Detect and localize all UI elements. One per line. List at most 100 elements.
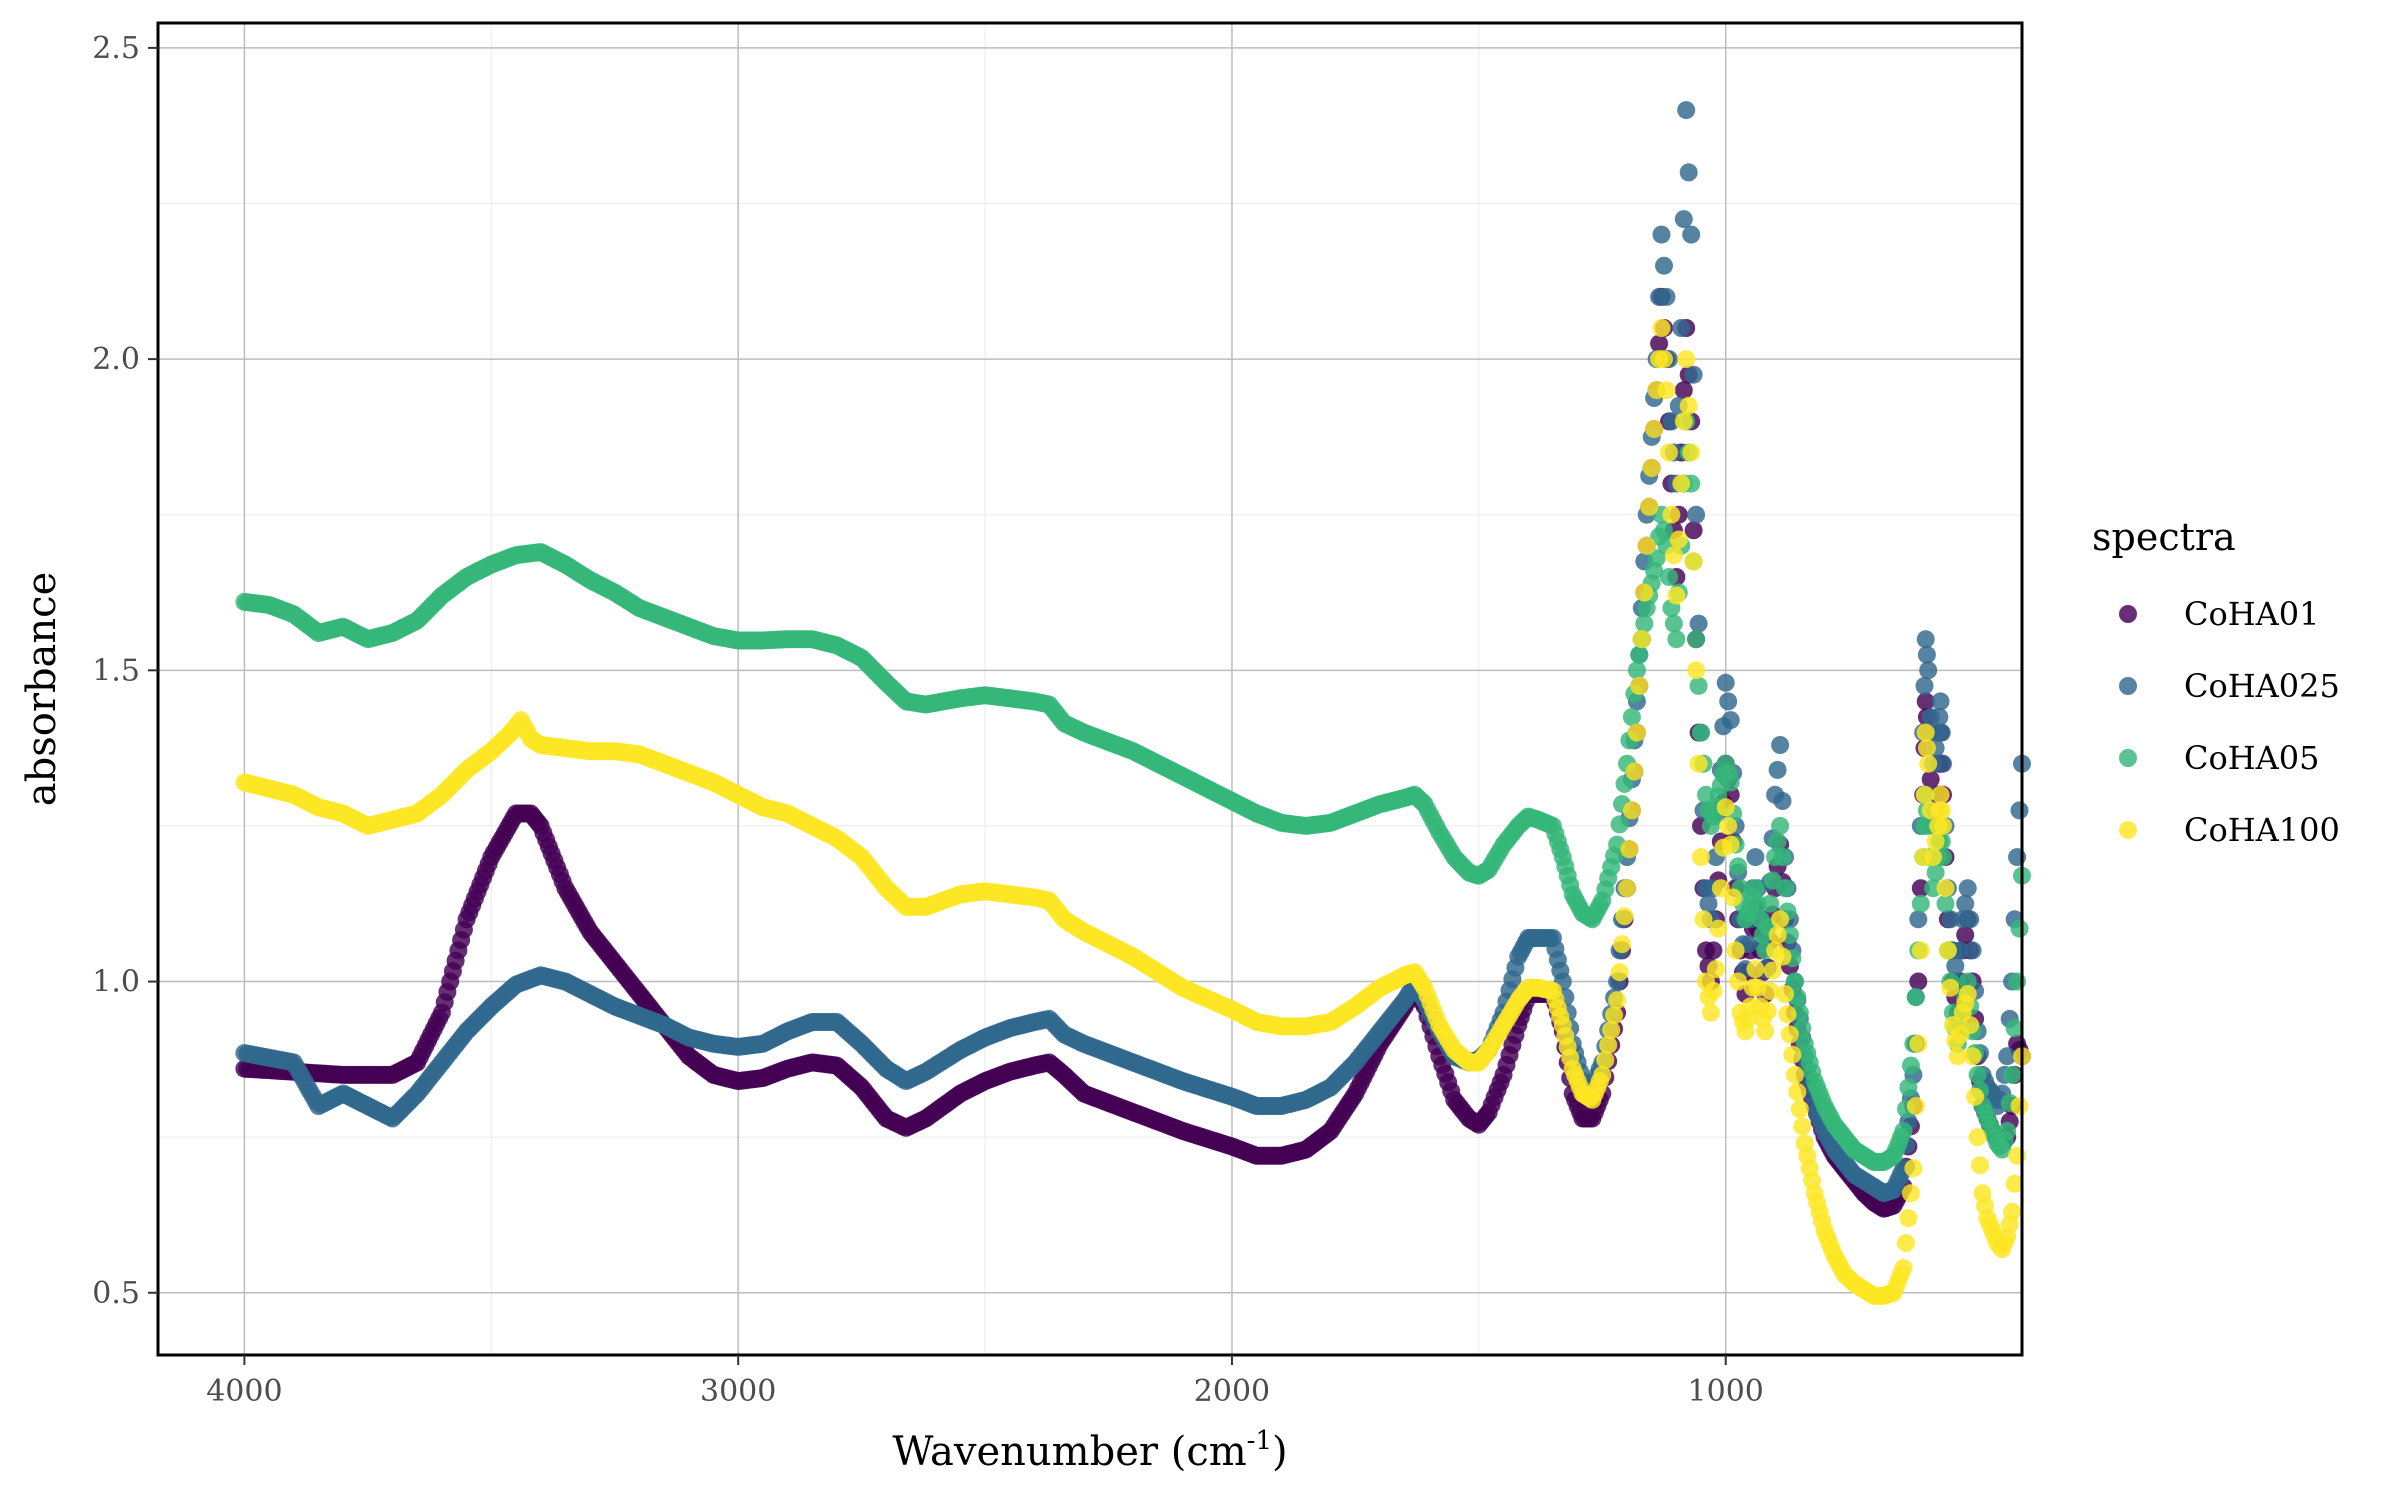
y-tick-label: 0.5 xyxy=(92,1276,140,1311)
data-point xyxy=(1660,443,1678,462)
data-point xyxy=(1776,985,1794,1003)
legend-item-CoHA05: CoHA05 xyxy=(2119,739,2319,777)
data-point xyxy=(1963,1047,1982,1066)
data-point xyxy=(1958,972,1977,991)
legend-key xyxy=(2119,821,2137,839)
data-point xyxy=(1936,879,1955,898)
y-axis-ticks: 0.5 1.0 1.5 2.0 2.5 xyxy=(92,31,158,1311)
data-point xyxy=(1674,412,1693,431)
data-point xyxy=(1909,1034,1928,1053)
data-point xyxy=(1610,963,1629,982)
data-point xyxy=(1677,350,1696,369)
data-point xyxy=(1901,1184,1920,1203)
data-point xyxy=(1938,941,1957,960)
data-point xyxy=(1785,1065,1804,1084)
legend-label: CoHA100 xyxy=(2184,811,2340,849)
data-point xyxy=(1721,711,1740,730)
data-point xyxy=(1931,785,1950,804)
data-point xyxy=(1721,773,1740,792)
data-point xyxy=(1602,1021,1621,1040)
data-point xyxy=(1941,910,1960,929)
data-point xyxy=(1674,210,1693,229)
data-point xyxy=(1899,1078,1918,1097)
data-point xyxy=(1687,661,1706,680)
legend-items: CoHA01 CoHA025 CoHA05 CoHA100 xyxy=(2119,595,2340,849)
data-point xyxy=(1664,546,1683,565)
legend-title: spectra xyxy=(2092,515,2236,559)
data-point xyxy=(1934,754,1952,773)
data-point xyxy=(1748,894,1767,913)
data-point xyxy=(1916,692,1935,711)
data-point xyxy=(1780,925,1799,944)
data-point xyxy=(1711,879,1730,898)
data-point xyxy=(1709,919,1728,938)
data-point xyxy=(2010,919,2029,938)
data-point xyxy=(1958,985,1977,1003)
data-point xyxy=(2005,1019,2024,1038)
data-point xyxy=(1615,907,1634,926)
data-point xyxy=(1917,739,1936,758)
data-point xyxy=(1776,879,1794,898)
data-point xyxy=(1682,225,1701,244)
data-point xyxy=(1761,894,1780,913)
data-point xyxy=(1667,586,1686,605)
data-point xyxy=(1768,760,1787,779)
y-tick-label: 2.5 xyxy=(92,31,140,66)
x-axis-title-text: Wavenumber xyxy=(892,1429,1158,1475)
data-point xyxy=(1692,723,1710,742)
data-point xyxy=(1773,947,1792,966)
legend-key xyxy=(2119,605,2137,623)
data-point xyxy=(1677,101,1696,120)
data-point xyxy=(1915,676,1934,695)
data-point xyxy=(1916,630,1935,649)
legend-item-CoHA01: CoHA01 xyxy=(2119,595,2319,633)
data-point xyxy=(1647,549,1666,568)
data-point xyxy=(1894,1258,1913,1277)
data-point xyxy=(1719,816,1738,835)
legend: spectra CoHA01 CoHA025 CoHA05 CoHA100 xyxy=(2092,515,2340,849)
data-point xyxy=(1771,736,1790,754)
x-axis-title: Wavenumber (cm-1) xyxy=(892,1426,1287,1475)
data-point xyxy=(1657,381,1676,400)
data-point xyxy=(1968,1065,1987,1084)
data-point xyxy=(1674,381,1693,400)
data-point xyxy=(1716,673,1735,692)
data-point xyxy=(1909,972,1928,991)
data-point xyxy=(1657,287,1676,306)
data-point xyxy=(1682,443,1701,462)
legend-label: CoHA025 xyxy=(2184,667,2340,705)
x-tick-label: 1000 xyxy=(1688,1374,1764,1409)
data-point xyxy=(1924,848,1943,867)
data-point xyxy=(1941,978,1960,997)
data-point xyxy=(1687,630,1706,649)
data-point xyxy=(1746,848,1765,867)
data-point xyxy=(1963,941,1982,960)
data-point xyxy=(1684,365,1703,384)
data-point xyxy=(1768,832,1787,851)
data-point xyxy=(1904,1159,1923,1178)
data-point xyxy=(2010,801,2029,820)
data-point xyxy=(1627,723,1646,742)
data-point xyxy=(1998,1121,2017,1140)
data-point xyxy=(1966,1087,1985,1106)
data-point xyxy=(1780,1025,1799,1044)
data-point xyxy=(1655,256,1673,275)
data-point xyxy=(1971,1156,1989,1175)
legend-label: CoHA05 xyxy=(2184,739,2319,777)
data-point xyxy=(1788,1083,1807,1101)
data-point xyxy=(1915,785,1934,804)
data-point xyxy=(1652,225,1671,244)
data-point xyxy=(1679,396,1698,415)
data-point xyxy=(1768,925,1787,944)
data-point xyxy=(1706,960,1725,979)
data-point xyxy=(1630,676,1649,695)
data-point xyxy=(1632,630,1651,649)
data-point xyxy=(1790,1100,1809,1119)
data-point xyxy=(1662,505,1681,524)
data-point xyxy=(1687,505,1706,524)
data-point xyxy=(1917,645,1936,664)
legend-item-CoHA025: CoHA025 xyxy=(2119,667,2340,705)
data-point xyxy=(1968,1128,1987,1147)
